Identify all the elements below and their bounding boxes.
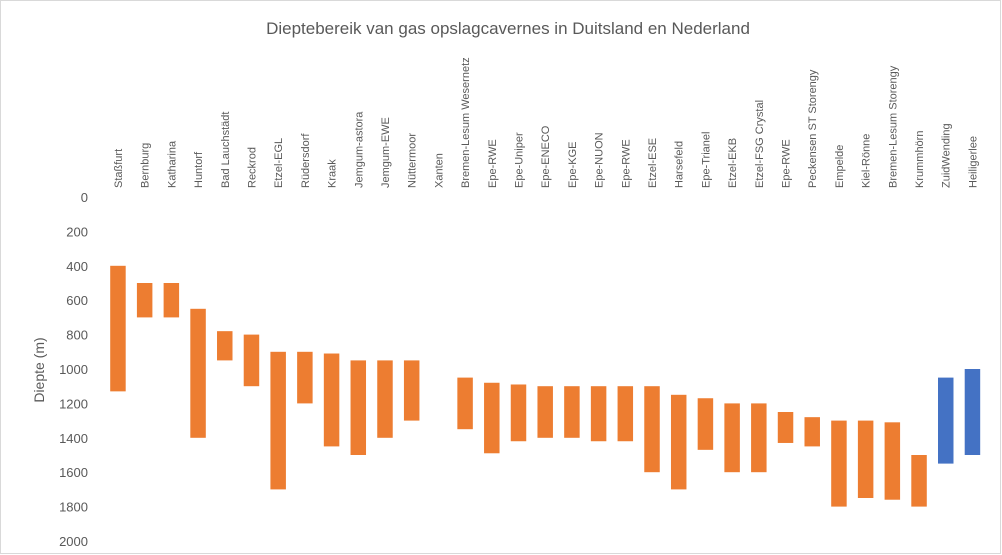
bar: [457, 377, 473, 430]
bar: [564, 386, 580, 438]
x-tick-label: Epe-NUON: [594, 132, 606, 188]
chart-title: Dieptebereik van gas opslagcavernes in D…: [266, 19, 750, 38]
bar: [697, 398, 714, 450]
x-tick-label: Kraak: [327, 159, 339, 188]
bar: [136, 283, 153, 318]
y-axis-label: Diepte (m): [31, 337, 47, 402]
x-tick-label: Heiligerlee: [967, 136, 979, 188]
bar: [403, 360, 420, 421]
x-tick-label: Bremen-Lesum Storengy: [887, 65, 899, 188]
x-tick-label: Etzel-ESE: [647, 138, 659, 188]
bar: [670, 394, 687, 490]
x-tick-label: Xanten: [433, 153, 445, 188]
bar: [884, 422, 901, 500]
bar: [510, 384, 527, 442]
y-tick-label: 200: [66, 224, 88, 239]
x-tick-label: Reckrod: [246, 147, 258, 188]
bar: [350, 360, 367, 455]
y-tick-label: 1000: [59, 362, 88, 377]
y-tick-label: 1400: [59, 431, 88, 446]
bar: [617, 386, 634, 442]
y-tick-label: 1200: [59, 396, 88, 411]
x-tick-label: Epe-KGE: [567, 142, 579, 188]
x-tick-label: Etzel-EKB: [727, 138, 739, 188]
bar: [964, 369, 981, 455]
y-tick-label: 0: [81, 190, 88, 205]
bar: [163, 283, 180, 318]
bar: [110, 265, 126, 392]
x-tick-label: Kiel-Rönne: [861, 134, 873, 188]
bar: [190, 308, 206, 438]
bar: [644, 386, 660, 473]
x-tick-label: Empelde: [834, 145, 846, 188]
bar: [243, 334, 260, 387]
x-tick-label: Krummhörn: [914, 131, 926, 188]
bar: [911, 455, 927, 507]
x-tick-label: ZuidWending: [941, 123, 953, 188]
bar: [831, 420, 847, 507]
bar: [938, 377, 954, 464]
bar: [377, 360, 393, 438]
y-tick-label: 400: [66, 259, 88, 274]
x-tick-label: Rüdersdorf: [300, 133, 312, 188]
x-tick-label: Jemgum-astora: [353, 111, 365, 188]
x-tick-label: Epe-RWE: [620, 139, 632, 188]
x-tick-label: Harsefeld: [674, 141, 686, 188]
x-tick-label: Epe-Uniper: [513, 132, 525, 188]
x-tick-label: Bremen-Lesum Wesernetz: [460, 57, 472, 188]
x-tick-label: Etzel-EGL: [273, 138, 285, 188]
y-tick-label: 1600: [59, 465, 88, 480]
x-tick-label: Epe-Trianel: [700, 132, 712, 188]
bar: [777, 412, 794, 443]
y-tick-label: 600: [66, 293, 88, 308]
bar: [270, 351, 286, 490]
bar: [724, 403, 740, 473]
bar: [323, 353, 340, 447]
bar: [804, 417, 820, 447]
bar: [857, 420, 874, 498]
x-tick-label: Staßfurt: [113, 149, 125, 188]
bar: [297, 351, 313, 404]
bar: [751, 403, 767, 473]
bar: [484, 382, 500, 454]
x-tick-label: Peckensen ST Storengy: [807, 69, 819, 188]
x-tick-label: Huntorf: [193, 151, 205, 188]
bar: [217, 331, 233, 361]
y-tick-label: 2000: [59, 534, 88, 549]
x-tick-label: Etzel-FSG Crystal: [754, 100, 766, 188]
bar: [537, 386, 553, 438]
x-tick-label: Epe-ENECO: [540, 125, 552, 188]
x-tick-label: Bernburg: [140, 143, 152, 188]
x-tick-label: Epe-RWE: [781, 139, 793, 188]
y-tick-label: 1800: [59, 500, 88, 515]
x-tick-label: Katharina: [166, 140, 178, 188]
x-tick-label: Bad Lauchstädt: [220, 112, 232, 188]
bar: [590, 386, 607, 442]
x-tick-label: Nüttermoor: [407, 133, 419, 188]
x-tick-label: Epe-RWE: [487, 139, 499, 188]
x-tick-label: Jemgum-EWE: [380, 117, 392, 188]
y-tick-label: 800: [66, 328, 88, 343]
